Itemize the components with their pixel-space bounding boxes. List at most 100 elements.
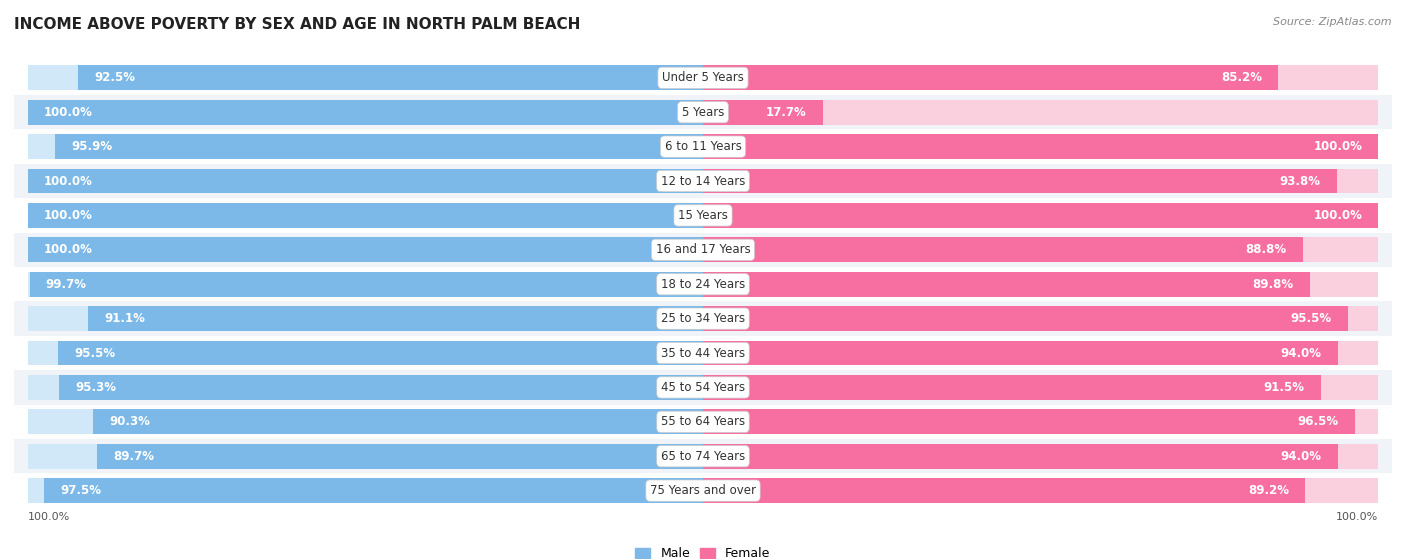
Bar: [28, 238, 703, 262]
Bar: [0, 405, 1406, 439]
Bar: [28, 203, 703, 228]
Text: 16 and 17 Years: 16 and 17 Years: [655, 243, 751, 257]
Bar: [703, 409, 1378, 434]
Text: 94.0%: 94.0%: [1281, 450, 1322, 463]
Text: 100.0%: 100.0%: [1336, 513, 1378, 523]
Bar: [28, 100, 703, 125]
Bar: [703, 100, 823, 125]
Text: 95.9%: 95.9%: [72, 140, 112, 153]
Bar: [93, 409, 703, 434]
Bar: [703, 134, 1378, 159]
Bar: [28, 272, 703, 297]
Text: 75 Years and over: 75 Years and over: [650, 484, 756, 497]
Bar: [28, 238, 703, 262]
Bar: [703, 203, 1378, 228]
Text: 90.3%: 90.3%: [110, 415, 150, 428]
Bar: [0, 301, 1406, 336]
Bar: [703, 306, 1378, 331]
Bar: [28, 409, 703, 434]
Bar: [703, 306, 1348, 331]
Text: 100.0%: 100.0%: [44, 209, 93, 222]
Text: 96.5%: 96.5%: [1298, 415, 1339, 428]
Text: 92.5%: 92.5%: [94, 72, 135, 84]
Bar: [703, 479, 1378, 503]
Legend: Male, Female: Male, Female: [630, 542, 776, 559]
Bar: [703, 238, 1303, 262]
Bar: [30, 272, 703, 297]
Bar: [703, 375, 1322, 400]
Text: 12 to 14 Years: 12 to 14 Years: [661, 174, 745, 187]
Text: 45 to 54 Years: 45 to 54 Years: [661, 381, 745, 394]
Bar: [703, 134, 1378, 159]
Text: 93.8%: 93.8%: [1279, 174, 1320, 187]
Text: 100.0%: 100.0%: [44, 243, 93, 257]
Bar: [28, 306, 703, 331]
Text: 94.0%: 94.0%: [1281, 347, 1322, 359]
Bar: [0, 130, 1406, 164]
Text: 18 to 24 Years: 18 to 24 Years: [661, 278, 745, 291]
Bar: [59, 375, 703, 400]
Text: 99.7%: 99.7%: [46, 278, 87, 291]
Text: 85.2%: 85.2%: [1222, 72, 1263, 84]
Text: 100.0%: 100.0%: [28, 513, 70, 523]
Bar: [0, 164, 1406, 198]
Bar: [703, 444, 1378, 468]
Bar: [55, 134, 703, 159]
Bar: [703, 169, 1378, 193]
Bar: [28, 65, 703, 90]
Text: 100.0%: 100.0%: [1313, 140, 1362, 153]
Bar: [28, 203, 703, 228]
Text: 15 Years: 15 Years: [678, 209, 728, 222]
Bar: [28, 375, 703, 400]
Bar: [703, 203, 1378, 228]
Bar: [0, 198, 1406, 233]
Text: Under 5 Years: Under 5 Years: [662, 72, 744, 84]
Text: 55 to 64 Years: 55 to 64 Years: [661, 415, 745, 428]
Bar: [0, 60, 1406, 95]
Bar: [87, 306, 703, 331]
Bar: [703, 272, 1378, 297]
Text: Source: ZipAtlas.com: Source: ZipAtlas.com: [1274, 17, 1392, 27]
Bar: [703, 375, 1378, 400]
Text: 6 to 11 Years: 6 to 11 Years: [665, 140, 741, 153]
Text: 91.1%: 91.1%: [104, 312, 145, 325]
Text: 89.2%: 89.2%: [1249, 484, 1289, 497]
Bar: [703, 238, 1378, 262]
Text: 91.5%: 91.5%: [1264, 381, 1305, 394]
Bar: [0, 473, 1406, 508]
Text: 97.5%: 97.5%: [60, 484, 101, 497]
Text: 89.7%: 89.7%: [114, 450, 155, 463]
Bar: [28, 169, 703, 193]
Bar: [0, 439, 1406, 473]
Bar: [703, 340, 1339, 366]
Bar: [28, 444, 703, 468]
Bar: [0, 233, 1406, 267]
Bar: [703, 272, 1309, 297]
Bar: [58, 340, 703, 366]
Bar: [703, 340, 1378, 366]
Text: INCOME ABOVE POVERTY BY SEX AND AGE IN NORTH PALM BEACH: INCOME ABOVE POVERTY BY SEX AND AGE IN N…: [14, 17, 581, 32]
Text: 25 to 34 Years: 25 to 34 Years: [661, 312, 745, 325]
Text: 35 to 44 Years: 35 to 44 Years: [661, 347, 745, 359]
Bar: [0, 267, 1406, 301]
Text: 100.0%: 100.0%: [44, 174, 93, 187]
Text: 5 Years: 5 Years: [682, 106, 724, 119]
Bar: [703, 444, 1339, 468]
Bar: [28, 100, 703, 125]
Bar: [45, 479, 703, 503]
Text: 88.8%: 88.8%: [1246, 243, 1286, 257]
Bar: [703, 409, 1355, 434]
Bar: [0, 95, 1406, 130]
Text: 100.0%: 100.0%: [1313, 209, 1362, 222]
Text: 95.3%: 95.3%: [76, 381, 117, 394]
Text: 17.7%: 17.7%: [766, 106, 807, 119]
Text: 95.5%: 95.5%: [75, 347, 115, 359]
Bar: [28, 134, 703, 159]
Bar: [28, 340, 703, 366]
Bar: [703, 65, 1278, 90]
Text: 89.8%: 89.8%: [1253, 278, 1294, 291]
Bar: [0, 336, 1406, 370]
Bar: [79, 65, 703, 90]
Text: 65 to 74 Years: 65 to 74 Years: [661, 450, 745, 463]
Text: 100.0%: 100.0%: [44, 106, 93, 119]
